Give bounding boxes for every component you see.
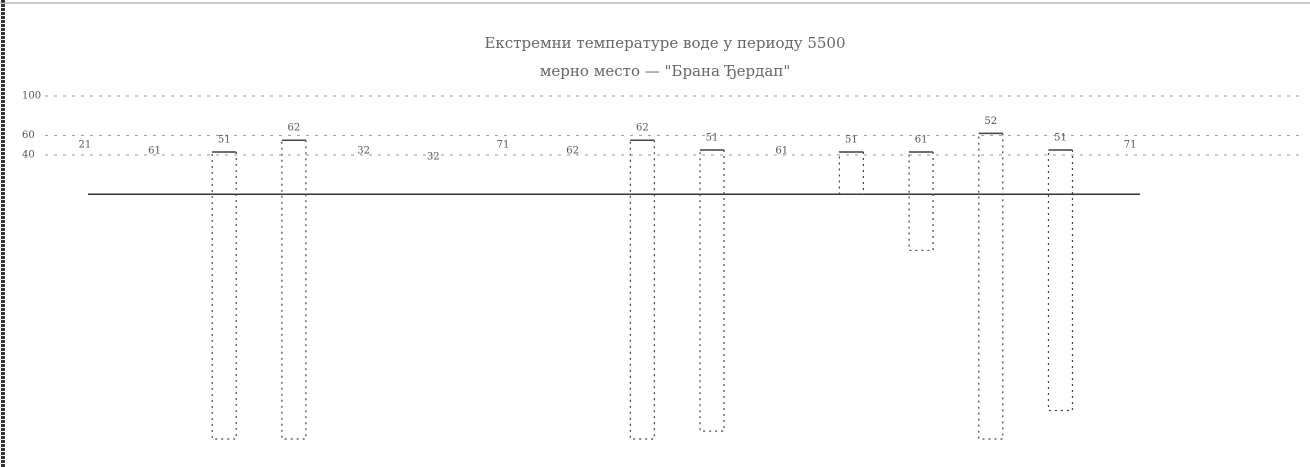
annotation: 32	[357, 146, 370, 157]
y-tick-label: 40	[22, 149, 35, 160]
annotation: 61	[148, 146, 161, 157]
annotation: 51	[1054, 133, 1067, 144]
annotation: 71	[497, 140, 510, 151]
chart-subtitle: мерно место — "Брана Ђердап"	[540, 62, 790, 80]
chart-title: Екстремни температуре воде у периоду 550…	[484, 34, 845, 52]
annotation: 51	[845, 135, 858, 146]
y-tick-label: 100	[22, 91, 41, 102]
annotation: 71	[1124, 140, 1137, 151]
annotation: 61	[775, 146, 788, 157]
annotation: 51	[706, 133, 719, 144]
annotation: 62	[288, 123, 301, 134]
annotation: 21	[78, 140, 91, 151]
annotation: 61	[915, 135, 928, 146]
y-tick-label: 60	[22, 130, 35, 141]
annotation: 62	[636, 123, 649, 134]
annotation: 32	[427, 152, 440, 163]
annotation: 51	[218, 135, 231, 146]
annotation: 62	[566, 146, 579, 157]
annotation: 52	[984, 116, 997, 127]
